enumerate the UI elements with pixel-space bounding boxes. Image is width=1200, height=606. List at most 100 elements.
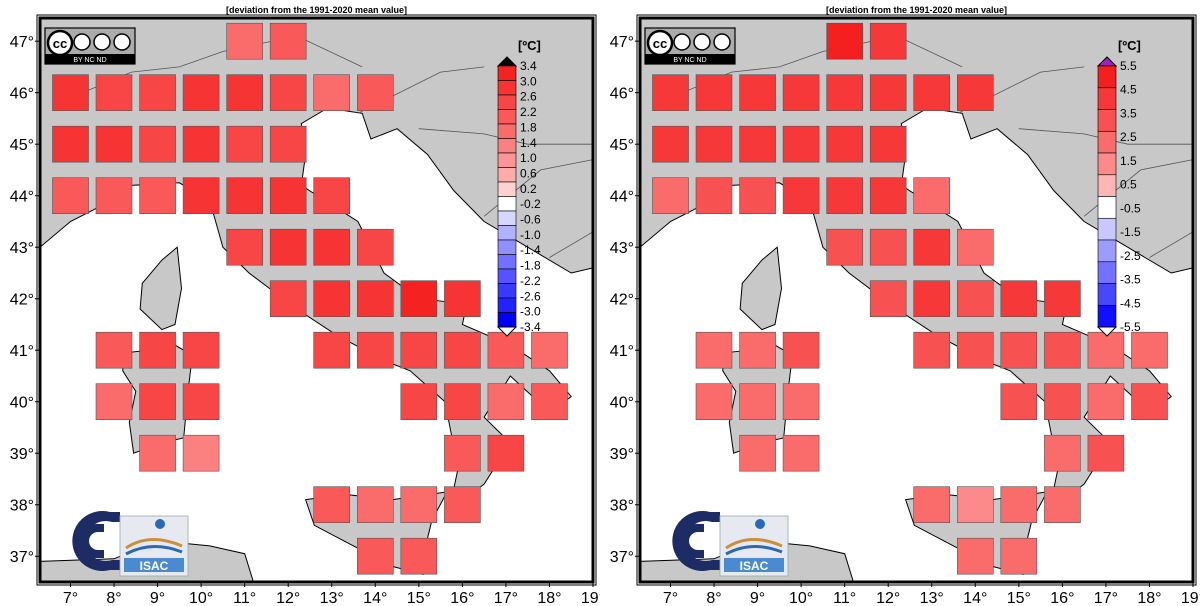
anomaly-cell bbox=[182, 331, 220, 369]
colorbar-swatch bbox=[497, 283, 517, 299]
anomaly-cell bbox=[52, 177, 89, 214]
anomaly-cell bbox=[913, 177, 951, 214]
anomaly-cell bbox=[826, 228, 863, 266]
y-tick-label: 37° bbox=[10, 549, 34, 566]
anomaly-cell bbox=[956, 331, 994, 369]
anomaly-cell bbox=[139, 383, 176, 421]
colorbar-under-arrow bbox=[496, 326, 518, 337]
map-frame-outer bbox=[636, 14, 1197, 586]
anomaly-cell bbox=[313, 228, 351, 266]
y-tick-label: 46° bbox=[610, 86, 634, 103]
colorbar-label: -4.5 bbox=[1120, 296, 1141, 310]
colorbar-swatch bbox=[1097, 196, 1117, 219]
x-tick-label: 18° bbox=[537, 590, 561, 606]
anomaly-cell bbox=[782, 125, 820, 163]
map-panel-left: [deviation from the 1991-2020 mean value… bbox=[10, 5, 600, 606]
anomaly-cell bbox=[269, 74, 307, 111]
anomaly-cell bbox=[139, 434, 176, 472]
map-frame bbox=[638, 16, 1195, 584]
colorbar-label: -1.0 bbox=[520, 228, 541, 242]
y-tick-label: 42° bbox=[10, 292, 34, 309]
x-tick-label: 17° bbox=[1094, 590, 1118, 606]
colorbar-label: -3.5 bbox=[1120, 273, 1141, 287]
anomaly-cell bbox=[869, 228, 907, 266]
x-tick-label: 10° bbox=[789, 590, 813, 606]
x-tick-label: 16° bbox=[1050, 590, 1074, 606]
anomaly-cell bbox=[782, 383, 820, 421]
map-panel-right: [deviation from the 1991-2020 mean value… bbox=[600, 0, 1200, 606]
anomaly-cell bbox=[956, 486, 994, 524]
anomaly-cell bbox=[139, 177, 176, 214]
colorbar-label: -2.6 bbox=[520, 289, 541, 303]
anomaly-cell bbox=[487, 434, 525, 472]
anomaly-cell bbox=[913, 331, 951, 369]
anomaly-cell bbox=[869, 280, 907, 318]
y-tick-label: 38° bbox=[610, 498, 634, 515]
map-title: [deviation from the 1991-2020 mean value… bbox=[826, 5, 1007, 15]
y-tick-label: 47° bbox=[610, 34, 634, 51]
colorbar-swatch bbox=[497, 225, 517, 241]
colorbar-swatch bbox=[1097, 239, 1117, 263]
anomaly-cell bbox=[1087, 383, 1125, 421]
anomaly-cell bbox=[782, 74, 820, 111]
anomaly-cell bbox=[313, 486, 351, 524]
svg-text:BY NC ND: BY NC ND bbox=[673, 57, 706, 64]
anomaly-cell bbox=[1000, 331, 1038, 369]
country-border-line bbox=[1149, 231, 1194, 258]
y-tick-label: 38° bbox=[10, 498, 34, 515]
land-corsica bbox=[139, 246, 183, 331]
anomaly-cell bbox=[826, 125, 863, 163]
colorbar-swatch bbox=[497, 268, 517, 284]
colorbar-swatch bbox=[1097, 304, 1117, 328]
anomaly-cell bbox=[1000, 537, 1038, 575]
anomaly-cell bbox=[1131, 383, 1168, 421]
colorbar-swatch bbox=[1097, 109, 1117, 132]
cc-license-logo: cc BY NC ND bbox=[44, 27, 136, 65]
colorbar-label: -0.5 bbox=[1120, 201, 1141, 215]
anomaly-cell bbox=[531, 331, 568, 369]
colorbar-label: -5.5 bbox=[1120, 320, 1141, 334]
anomaly-cell bbox=[1000, 383, 1038, 421]
anomaly-cell bbox=[652, 125, 689, 163]
anomaly-cell bbox=[182, 177, 220, 214]
anomaly-cell bbox=[1044, 331, 1081, 369]
anomaly-cell bbox=[139, 74, 176, 111]
map-frame bbox=[38, 16, 595, 584]
y-tick-label: 44° bbox=[610, 189, 634, 206]
x-tick-label: 19° bbox=[581, 590, 600, 606]
anomaly-cell bbox=[313, 177, 351, 214]
isac-logo: ISAC bbox=[119, 515, 189, 577]
colorbar-label: 4.5 bbox=[1120, 83, 1137, 97]
colorbar-label: 1.5 bbox=[1120, 154, 1137, 168]
colorbar-unit: [ºC] bbox=[1118, 38, 1141, 53]
y-tick-label: 43° bbox=[610, 240, 634, 257]
colorbar-swatch bbox=[497, 138, 517, 154]
x-tick-label: 16° bbox=[450, 590, 474, 606]
colorbar-label: -1.5 bbox=[1120, 225, 1141, 239]
anomaly-cell bbox=[182, 74, 220, 111]
colorbar-swatch bbox=[497, 181, 517, 197]
cc-license-logo: cc BY NC ND bbox=[644, 27, 736, 65]
y-tick-label: 45° bbox=[610, 137, 634, 154]
x-tick-label: 14° bbox=[363, 590, 387, 606]
anomaly-cell bbox=[695, 331, 733, 369]
colorbar-label: 3.0 bbox=[520, 74, 537, 88]
anomaly-cell bbox=[487, 383, 525, 421]
anomaly-cell bbox=[695, 74, 733, 111]
anomaly-cell bbox=[356, 228, 394, 266]
anomaly-cell bbox=[782, 434, 820, 472]
land-corsica bbox=[739, 246, 783, 331]
colorbar-label: 0.6 bbox=[520, 167, 537, 181]
anomaly-cell bbox=[52, 125, 89, 163]
y-tick-label: 40° bbox=[610, 395, 634, 412]
anomaly-map-right: [deviation from the 1991-2020 mean value… bbox=[610, 5, 1200, 606]
anomaly-cell bbox=[444, 486, 481, 524]
anomaly-cell bbox=[269, 125, 307, 163]
y-tick-label: 42° bbox=[610, 292, 634, 309]
x-tick-label: 18° bbox=[1137, 590, 1161, 606]
colorbar-label: -1.8 bbox=[520, 259, 541, 273]
colorbar-label: 2.5 bbox=[1120, 130, 1137, 144]
svg-text:ISAC: ISAC bbox=[740, 559, 769, 573]
colorbar-swatch bbox=[1097, 65, 1117, 89]
svg-text:cc: cc bbox=[653, 36, 667, 51]
